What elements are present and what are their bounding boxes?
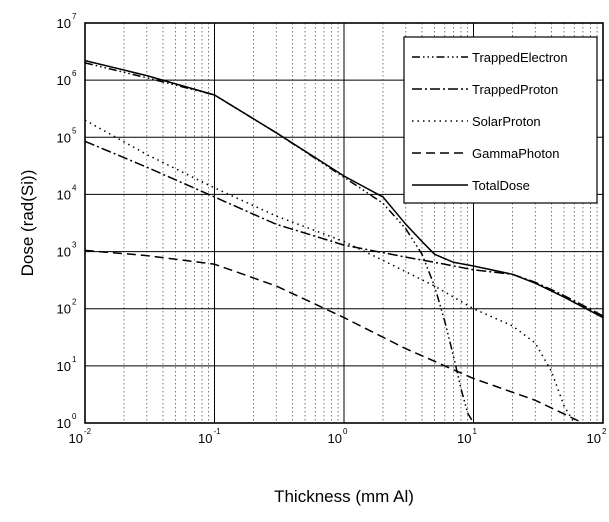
- svg-text:-2: -2: [84, 427, 92, 436]
- svg-text:10: 10: [57, 245, 71, 260]
- series-line-trappedproton: [84, 140, 604, 317]
- plot-frame: [84, 22, 604, 424]
- y-axis-title: Dose (rad(Si)): [18, 170, 37, 277]
- y-tick-label: 10 2: [57, 298, 77, 317]
- svg-text:1: 1: [473, 427, 478, 436]
- svg-text:3: 3: [72, 241, 77, 250]
- svg-text:10: 10: [57, 130, 71, 145]
- legend-label: SolarProton: [472, 114, 541, 129]
- y-tick-label: 10 6: [57, 69, 77, 88]
- legend-label: TrappedElectron: [472, 50, 568, 65]
- svg-text:10: 10: [587, 431, 601, 446]
- svg-text:-1: -1: [214, 427, 222, 436]
- x-tick-label: 10 -2: [69, 427, 92, 446]
- svg-text:2: 2: [602, 427, 607, 436]
- svg-text:4: 4: [72, 183, 77, 192]
- x-tick-label: 10 0: [328, 427, 348, 446]
- svg-text:10: 10: [57, 359, 71, 374]
- svg-text:10: 10: [57, 73, 71, 88]
- x-axis-title: Thickness (mm Al): [274, 487, 414, 506]
- svg-text:10: 10: [57, 302, 71, 317]
- series-line-trappedelectron: [84, 62, 475, 424]
- y-tick-label: 10 5: [57, 126, 77, 145]
- x-tick-labels: 10 -2 10 -1 10 0 10 1 10 2: [69, 427, 607, 446]
- svg-text:10: 10: [457, 431, 471, 446]
- series-lines: [84, 59, 604, 424]
- y-tick-label: 10 7: [57, 12, 77, 31]
- legend-label: TotalDose: [472, 178, 530, 193]
- legend-label: TrappedProton: [472, 82, 558, 97]
- x-tick-label: 10 1: [457, 427, 477, 446]
- legend-box: [403, 36, 598, 204]
- svg-text:10: 10: [69, 431, 83, 446]
- series-line-gammaphoton: [84, 249, 584, 424]
- svg-text:7: 7: [72, 12, 77, 21]
- x-tick-label: 10 2: [587, 427, 607, 446]
- svg-text:10: 10: [57, 416, 71, 431]
- svg-text:10: 10: [328, 431, 342, 446]
- svg-text:5: 5: [72, 126, 77, 135]
- svg-text:6: 6: [72, 69, 77, 78]
- y-tick-label: 10 1: [57, 355, 77, 374]
- y-tick-label: 10 4: [57, 183, 77, 202]
- x-tick-label: 10 -1: [198, 427, 221, 446]
- svg-text:1: 1: [72, 355, 77, 364]
- svg-text:10: 10: [57, 16, 71, 31]
- legend: TrappedElectron TrappedProton SolarProton G…: [403, 36, 598, 204]
- svg-text:10: 10: [198, 431, 212, 446]
- svg-text:2: 2: [72, 298, 77, 307]
- svg-text:10: 10: [57, 187, 71, 202]
- series-line-totaldose: [84, 59, 604, 319]
- svg-text:0: 0: [343, 427, 348, 436]
- svg-text:0: 0: [72, 412, 77, 421]
- legend-label: GammaPhoton: [472, 146, 559, 161]
- y-tick-label: 10 3: [57, 241, 77, 260]
- y-tick-label: 10 0: [57, 412, 77, 431]
